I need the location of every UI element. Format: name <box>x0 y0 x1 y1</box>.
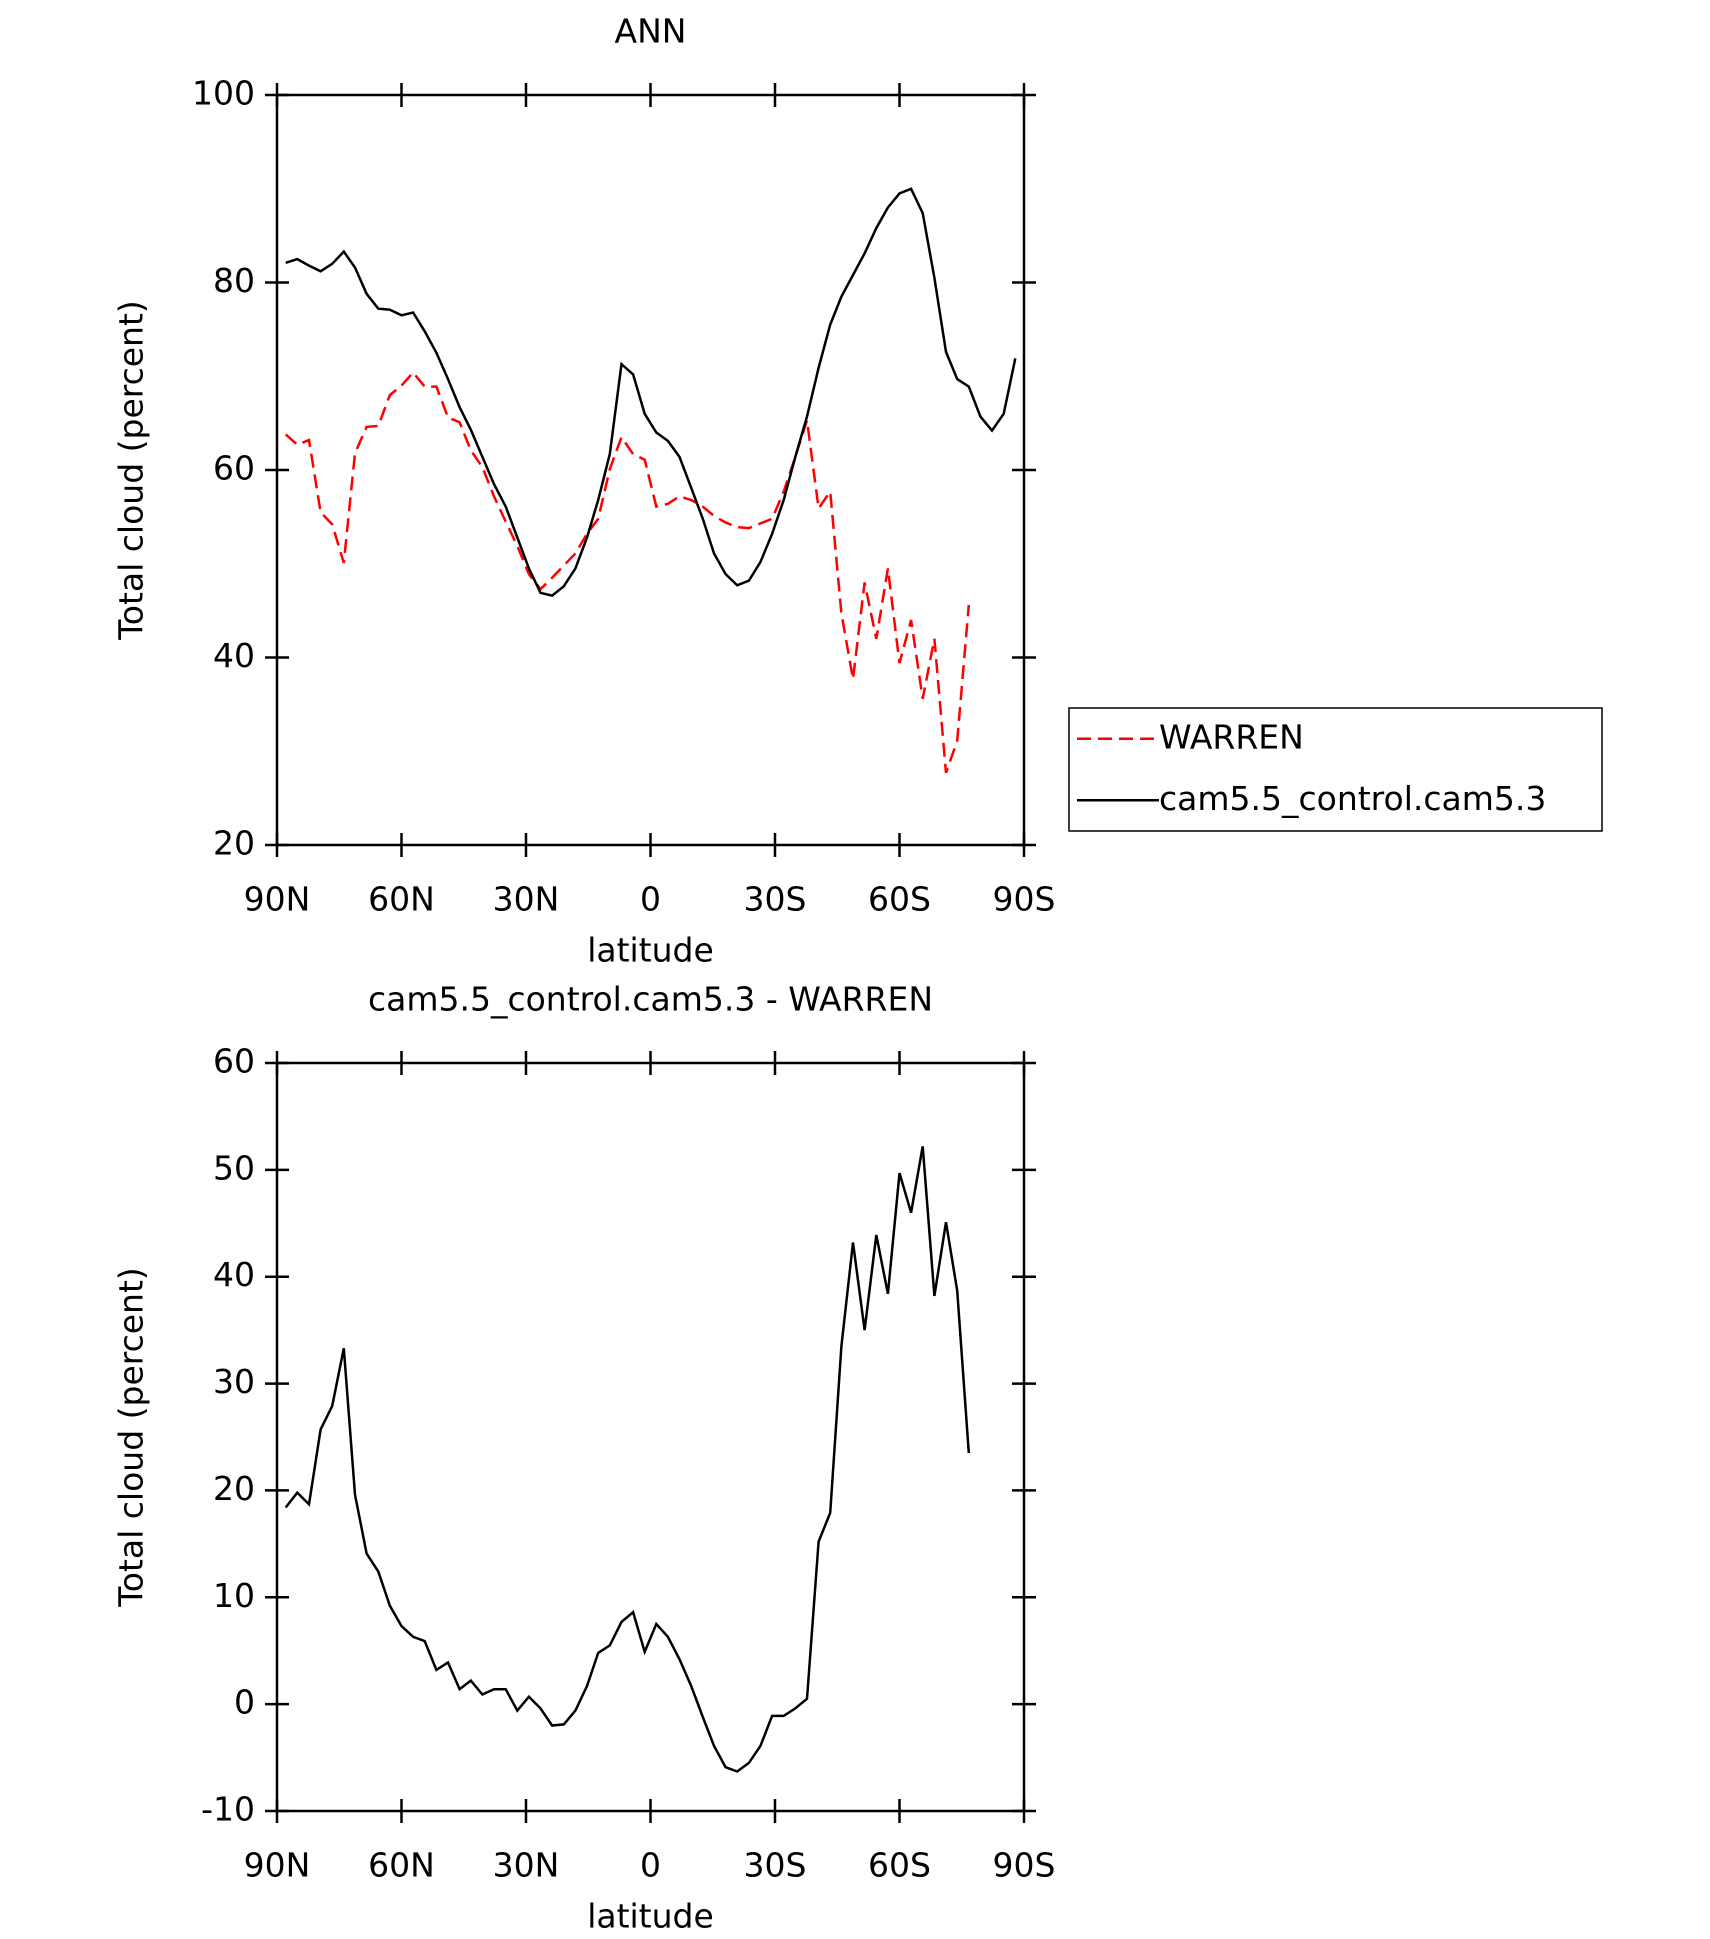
y-tick-label: 80 <box>213 261 255 300</box>
chart-title: ANN <box>615 12 687 51</box>
y-axis-label: Total cloud (percent) <box>112 300 151 641</box>
y-axis-label: Total cloud (percent) <box>112 1267 151 1608</box>
y-tick-label: 50 <box>213 1148 255 1187</box>
data-line <box>284 1146 971 1773</box>
y-tick-label: 10 <box>213 1576 255 1615</box>
y-tick-label: 40 <box>213 1255 255 1294</box>
x-tick-label: 30N <box>493 880 560 919</box>
x-tick-label: 0 <box>640 880 661 919</box>
x-tick-label: 60N <box>368 880 435 919</box>
x-tick-label: 90N <box>244 880 311 919</box>
x-tick-label: 30N <box>493 1846 560 1885</box>
x-tick-label: 90N <box>244 1846 311 1885</box>
x-tick-label: 30S <box>744 1846 807 1885</box>
x-tick-label: 60S <box>868 880 931 919</box>
x-tick-label: 0 <box>640 1846 661 1885</box>
plot-frame <box>275 1061 1026 1813</box>
y-tick-label: 60 <box>213 1042 255 1081</box>
data-line <box>285 187 1017 597</box>
chart-title: cam5.5_control.cam5.3 - WARREN <box>368 980 933 1019</box>
y-tick-label: 60 <box>213 449 255 488</box>
x-tick-label: 90S <box>993 1846 1056 1885</box>
x-tick-label: 60N <box>368 1846 435 1885</box>
x-tick-label: 90S <box>993 880 1056 919</box>
y-tick-label: 40 <box>213 636 255 675</box>
y-tick-label: -10 <box>201 1790 255 1829</box>
y-tick-label: 20 <box>213 824 255 863</box>
data-line <box>284 370 971 774</box>
x-axis-label: latitude <box>587 931 714 970</box>
y-tick-label: 0 <box>234 1683 255 1722</box>
x-tick-label: 30S <box>744 880 807 919</box>
legend-box <box>1068 707 1603 832</box>
x-axis-label: latitude <box>587 1897 714 1936</box>
legend-label: cam5.5_control.cam5.3 <box>1159 779 1546 818</box>
x-tick-label: 60S <box>868 1846 931 1885</box>
legend-label: WARREN <box>1159 717 1304 756</box>
plot-frame <box>275 93 1026 847</box>
y-tick-label: 20 <box>213 1469 255 1508</box>
y-tick-label: 100 <box>192 74 255 113</box>
y-tick-label: 30 <box>213 1362 255 1401</box>
